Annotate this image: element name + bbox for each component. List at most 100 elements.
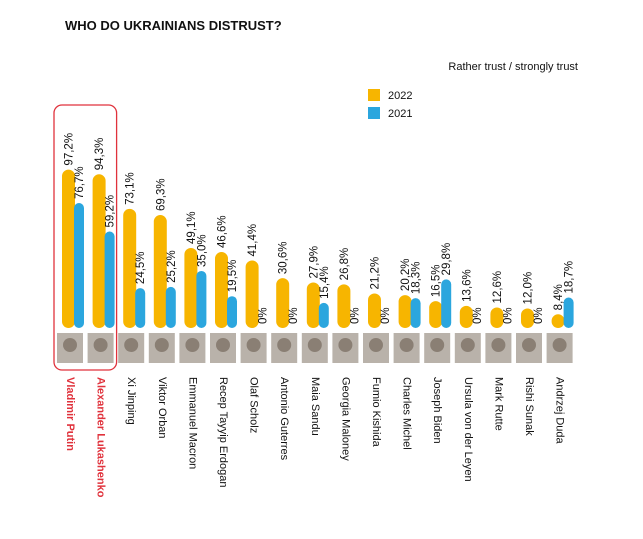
bar bbox=[135, 288, 146, 328]
bar bbox=[490, 307, 504, 328]
value-label: 73,1% bbox=[125, 172, 137, 205]
category-label: Rishi Sunak bbox=[523, 377, 535, 436]
value-label: 69,3% bbox=[155, 178, 167, 211]
value-label: 21,2% bbox=[370, 257, 382, 290]
category-label: Vladimir Putin bbox=[64, 377, 76, 451]
value-label: 30,6% bbox=[278, 242, 290, 275]
category-label: Andrzej Duda bbox=[554, 377, 566, 445]
value-label: 13,6% bbox=[461, 269, 473, 302]
value-label: 15,4% bbox=[319, 266, 331, 299]
bar bbox=[551, 314, 565, 328]
bar bbox=[318, 302, 329, 328]
photo-head bbox=[552, 338, 567, 352]
value-label: 18,7% bbox=[564, 261, 576, 294]
bar bbox=[306, 282, 320, 328]
category-label: Xi Jinping bbox=[125, 377, 137, 425]
category-label: Mark Rutte bbox=[492, 377, 504, 431]
value-label: 94,3% bbox=[94, 138, 106, 171]
bar bbox=[276, 278, 290, 328]
photo-head bbox=[460, 338, 475, 352]
bar bbox=[227, 296, 237, 328]
bar bbox=[165, 286, 176, 328]
bar bbox=[184, 247, 198, 328]
category-label: Alexander Lukashenko bbox=[95, 377, 107, 498]
bar bbox=[153, 215, 167, 328]
photo-head bbox=[185, 338, 200, 352]
value-label: 8,4% bbox=[553, 284, 565, 310]
value-label: 25,2% bbox=[166, 250, 178, 283]
category-label: Viktor Orban bbox=[156, 377, 168, 439]
photo-head bbox=[369, 338, 383, 352]
value-label: 0% bbox=[258, 307, 270, 324]
value-label: 0% bbox=[472, 307, 484, 324]
category-label: Charles Michel bbox=[401, 377, 413, 450]
photo-head bbox=[246, 338, 261, 352]
value-label: 0% bbox=[349, 307, 361, 324]
chart-title: WHO DO UKRAINIANS DISTRUST? bbox=[65, 18, 282, 33]
value-label: 24,5% bbox=[135, 251, 147, 284]
bar bbox=[410, 298, 421, 328]
value-label: 16,5% bbox=[431, 264, 443, 297]
bar bbox=[429, 301, 443, 328]
legend-label: 2021 bbox=[388, 108, 412, 120]
highlight-box bbox=[53, 104, 118, 371]
value-label: 12,0% bbox=[523, 272, 535, 305]
category-label: Recep Tayyip Erdogan bbox=[217, 377, 229, 487]
legend-swatch bbox=[368, 89, 380, 101]
bar bbox=[62, 169, 75, 328]
category-label: Emmanuel Macron bbox=[186, 377, 198, 469]
value-label: 19,5% bbox=[227, 260, 239, 293]
bar bbox=[398, 295, 412, 328]
value-label: 0% bbox=[533, 307, 545, 324]
value-label: 46,6% bbox=[217, 215, 229, 248]
value-label: 27,9% bbox=[308, 246, 320, 279]
bar bbox=[368, 293, 381, 328]
legend-label: 2022 bbox=[388, 90, 412, 102]
photo-head bbox=[399, 338, 414, 352]
value-label: 12,6% bbox=[492, 271, 504, 304]
value-label: 29,8% bbox=[441, 243, 453, 276]
photo-head bbox=[338, 338, 353, 352]
value-label: 0% bbox=[288, 307, 300, 324]
bar bbox=[123, 208, 137, 328]
photo-head bbox=[491, 338, 506, 352]
photo-head bbox=[307, 338, 322, 352]
category-label: Antonio Guterres bbox=[278, 377, 290, 461]
value-label: 20,2% bbox=[400, 258, 412, 291]
bar bbox=[563, 297, 574, 328]
value-label: 0% bbox=[380, 307, 392, 324]
chart-subtitle: Rather trust / strongly trust bbox=[448, 61, 578, 73]
value-label: 76,7% bbox=[74, 166, 86, 199]
value-label: 59,2% bbox=[105, 195, 117, 228]
category-label: Joseph Biden bbox=[431, 377, 443, 444]
value-label: 97,2% bbox=[64, 133, 76, 166]
bar bbox=[92, 174, 106, 328]
legend-swatch bbox=[368, 107, 380, 119]
bar bbox=[441, 279, 452, 328]
category-label: Georgia Maloney bbox=[339, 377, 351, 461]
category-label: Fumio Kishida bbox=[370, 377, 382, 448]
photo-head bbox=[277, 338, 292, 352]
value-label: 41,4% bbox=[247, 224, 259, 257]
category-label: Ursula von der Leyen bbox=[462, 377, 474, 482]
photo-head bbox=[124, 338, 139, 352]
photo-head bbox=[93, 338, 108, 352]
value-label: 35,0% bbox=[196, 234, 208, 267]
category-label: Olaf Scholz bbox=[248, 377, 260, 433]
bar bbox=[337, 284, 351, 328]
bar bbox=[245, 260, 259, 328]
bar bbox=[215, 252, 228, 328]
bar bbox=[459, 305, 473, 328]
value-label: 26,8% bbox=[339, 248, 351, 281]
photo-head bbox=[522, 338, 536, 352]
bar bbox=[196, 270, 207, 328]
value-label: 49,1% bbox=[186, 211, 198, 244]
photo-head bbox=[430, 338, 445, 352]
value-label: 18,3% bbox=[411, 262, 423, 295]
bar bbox=[74, 202, 84, 328]
bar bbox=[521, 308, 534, 328]
photo-head bbox=[216, 338, 230, 352]
photo-head bbox=[154, 338, 169, 352]
photo-head bbox=[63, 338, 77, 352]
